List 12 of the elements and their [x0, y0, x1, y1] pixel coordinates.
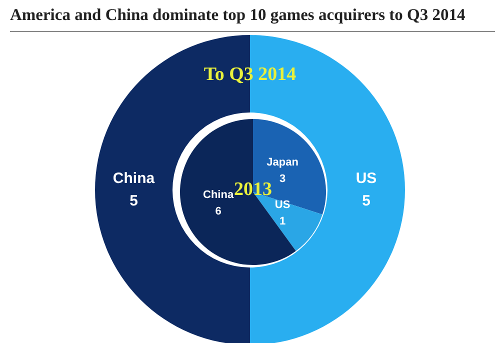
slice-label: US	[356, 170, 377, 187]
text: 2013	[234, 178, 272, 200]
data-label: 1	[279, 216, 286, 228]
slice-label: US	[274, 199, 290, 212]
data-label: 3	[279, 172, 286, 185]
slice-label: China	[112, 170, 156, 187]
data-label: 5	[130, 192, 138, 210]
chart-title: America and China dominate top 10 games acquirers to Q3 2014	[10, 5, 466, 25]
slice-label: China	[203, 189, 234, 202]
slice-label: Japan	[266, 156, 299, 168]
data-label: 5	[362, 192, 370, 210]
data-label: 6	[215, 206, 222, 218]
